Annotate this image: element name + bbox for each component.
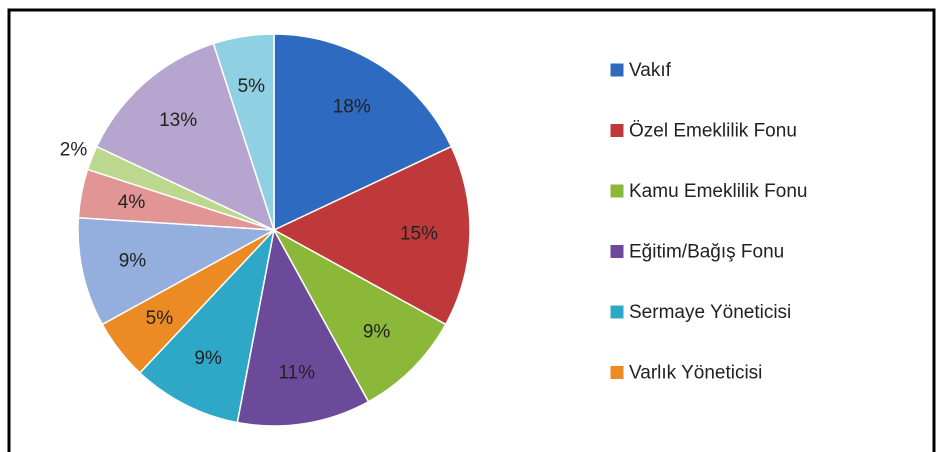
- legend-label: Kamu Emeklilik Fonu: [629, 181, 807, 202]
- data-label: 9%: [194, 348, 222, 369]
- data-label: 15%: [400, 224, 438, 245]
- data-label: 18%: [333, 97, 371, 118]
- legend-label: Vakıf: [629, 60, 672, 81]
- legend-swatch: [609, 304, 625, 320]
- data-label: 13%: [159, 110, 197, 131]
- pie-slice: [236, 227, 370, 427]
- legend-swatch: [609, 183, 625, 199]
- legend-swatch: [609, 365, 625, 380]
- pie-slice: [272, 228, 447, 403]
- pie-slice: [212, 33, 275, 231]
- data-label: 5%: [146, 308, 174, 329]
- legend-label: Özel Emeklilik Fonu: [629, 121, 797, 142]
- pie-slice: [77, 216, 277, 326]
- legend-label: Sermaye Yöneticisi: [629, 302, 791, 323]
- pie-slice: [95, 42, 276, 232]
- legend-label: Eğitim/Bağış Fonu: [629, 242, 784, 263]
- data-label: 4%: [118, 192, 146, 213]
- data-label: 9%: [363, 322, 391, 343]
- data-label: 5%: [238, 76, 266, 97]
- pie-slice: [273, 33, 453, 232]
- data-label: 11%: [278, 362, 315, 383]
- data-label: 9%: [119, 251, 147, 272]
- legend-swatch: [609, 62, 625, 78]
- legend-label: Varlık Yöneticisi: [629, 363, 762, 384]
- data-label: 2%: [60, 140, 88, 161]
- legend-swatch: [609, 244, 625, 259]
- legend-swatch: [609, 123, 625, 138]
- pie-slice: [272, 145, 471, 326]
- pie-slice: [138, 227, 276, 424]
